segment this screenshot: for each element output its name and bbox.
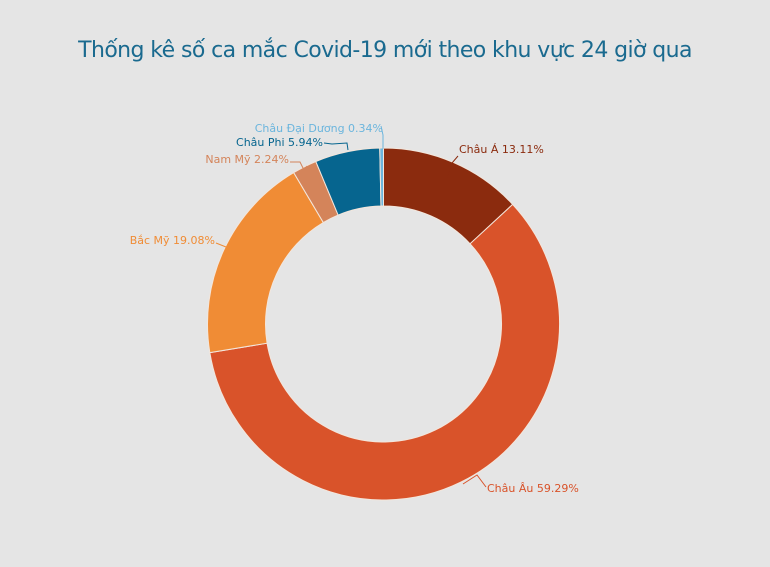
donut-slice-5[interactable] xyxy=(379,147,384,207)
donut-slices xyxy=(207,147,560,501)
label-leader-lines xyxy=(215,125,487,488)
slice-label: Châu Đại Dương 0.34% xyxy=(255,122,383,135)
donut-slice-2[interactable] xyxy=(207,171,324,354)
leader-line xyxy=(462,474,487,488)
leader-line xyxy=(290,161,308,171)
leader-line xyxy=(380,125,384,149)
donut-slice-1[interactable] xyxy=(209,203,560,501)
slice-label: Bắc Mỹ 19.08% xyxy=(130,234,215,247)
leader-line xyxy=(446,155,459,179)
slice-label: Châu Phi 5.94% xyxy=(236,136,323,149)
slice-labels: Châu Á 13.11% Châu Âu 59.29% Bắc Mỹ 19.08%… xyxy=(130,122,579,495)
slice-label: Châu Âu 59.29% xyxy=(487,482,579,495)
chart-title: Thống kê số ca mắc Covid-19 mới theo khu… xyxy=(78,38,692,63)
leader-line xyxy=(215,242,232,248)
leader-line xyxy=(323,142,349,151)
slice-label: Nam Mỹ 2.24% xyxy=(205,153,289,166)
slice-label: Châu Á 13.11% xyxy=(459,143,544,156)
